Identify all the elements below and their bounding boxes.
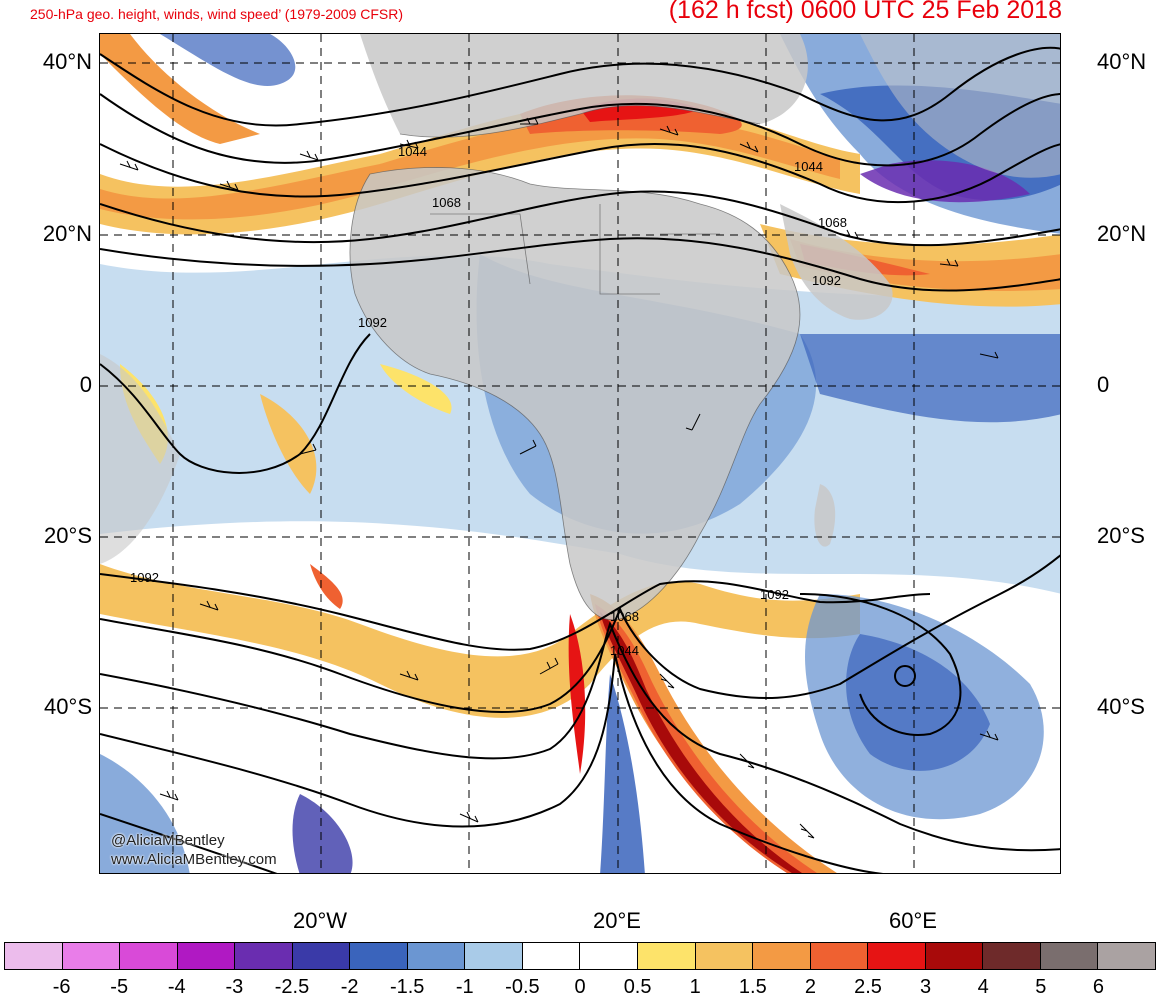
lon-label-60e: 60°E bbox=[889, 908, 937, 933]
valid-time: (162 h fcst) 0600 UTC 25 Feb 2018 bbox=[668, 0, 1062, 24]
colorbar-swatch bbox=[292, 943, 351, 969]
colorbar-tick-label: 1 bbox=[689, 976, 701, 998]
colorbar-tick-label: -5 bbox=[110, 976, 129, 998]
colorbar-swatch bbox=[120, 943, 178, 969]
contour-label: 1068 bbox=[432, 195, 461, 210]
colorbar-tick-label: -2.5 bbox=[274, 976, 310, 998]
colorbar-tick-label: 0 bbox=[574, 976, 586, 998]
colorbar-tick-label: 6 bbox=[1092, 976, 1104, 998]
colorbar-tick-label: -3 bbox=[225, 976, 244, 998]
colorbar-swatch bbox=[350, 943, 408, 969]
contour-label: 1092 bbox=[358, 315, 387, 330]
colorbar-tick-label: 2.5 bbox=[854, 976, 882, 998]
lat-label-20n-right: 20°N bbox=[1097, 221, 1147, 246]
colorbar-swatch bbox=[407, 943, 466, 969]
colorbar-swatch bbox=[1040, 943, 1099, 969]
lat-label-40s-left: 40°S bbox=[44, 694, 92, 719]
contour-label: 1044 bbox=[794, 159, 823, 174]
colorbar-tick-label: -0.5 bbox=[505, 976, 540, 998]
map-panel: 1044 1068 1092 1092 1092 1068 1044 1044 … bbox=[99, 33, 1061, 874]
colorbar-swatch bbox=[235, 943, 293, 969]
colorbar-swatch bbox=[810, 943, 869, 969]
contour-labels: 1044 1068 1092 1092 1092 1068 1044 1044 … bbox=[130, 144, 847, 658]
colorbar-tick-label: -6 bbox=[52, 976, 71, 998]
colorbar-swatch bbox=[177, 943, 236, 969]
lat-label-40s-right: 40°S bbox=[1097, 694, 1145, 719]
lat-label-eq-right: 0 bbox=[1097, 372, 1110, 397]
colorbar-tick-label: 4 bbox=[977, 976, 989, 998]
contour-label: 1068 bbox=[610, 609, 639, 624]
credit-handle: @AliciaMBentley bbox=[111, 832, 225, 849]
colorbar-tick-label: 0.5 bbox=[623, 976, 652, 998]
contour-label: 1068 bbox=[818, 215, 847, 230]
contour-label: 1044 bbox=[610, 643, 639, 658]
colorbar-swatch bbox=[522, 943, 581, 969]
height-contours bbox=[100, 46, 1060, 873]
contour-label: 1092 bbox=[130, 570, 159, 585]
colorbar-tick-label: -1.5 bbox=[389, 976, 425, 998]
colorbar-swatch bbox=[638, 943, 696, 969]
lat-label-20s-right: 20°S bbox=[1097, 523, 1145, 548]
colorbar bbox=[4, 942, 1156, 970]
colorbar-swatch bbox=[695, 943, 754, 969]
contour-label: 1044 bbox=[398, 144, 427, 159]
colorbar-tick-label: 1.5 bbox=[738, 976, 767, 998]
colorbar-swatch bbox=[753, 943, 811, 969]
map-canvas: 1044 1068 1092 1092 1092 1068 1044 1044 … bbox=[100, 34, 1060, 873]
colorbar-tick-label: -4 bbox=[167, 976, 186, 998]
lat-label-40n-left: 40°N bbox=[42, 49, 92, 74]
lat-label-20s-left: 20°S bbox=[44, 523, 92, 548]
contour-label: 1092 bbox=[760, 587, 789, 602]
lat-label-40n-right: 40°N bbox=[1097, 49, 1147, 74]
lon-label-20w: 20°W bbox=[292, 908, 348, 933]
contour-label: 1092 bbox=[812, 273, 841, 288]
colorbar-swatch bbox=[1098, 943, 1155, 969]
colorbar-tick-label: -2 bbox=[340, 976, 359, 998]
lat-label-20n-left: 20°N bbox=[42, 221, 92, 246]
colorbar-tick-label: -1 bbox=[455, 976, 474, 998]
border-lines bbox=[349, 105, 801, 621]
colorbar-tick-label: 5 bbox=[1035, 976, 1047, 998]
colorbar-tick-label: 3 bbox=[920, 976, 932, 998]
land-layer bbox=[100, 34, 1060, 620]
lat-label-eq-left: 0 bbox=[79, 372, 92, 397]
credit-website: www.AliciaMBentley.com bbox=[111, 851, 277, 868]
colorbar-swatch bbox=[5, 943, 63, 969]
wind-barbs bbox=[119, 117, 999, 839]
colorbar-swatch bbox=[983, 943, 1041, 969]
lon-label-20e: 20°E bbox=[593, 908, 641, 933]
colorbar-swatch bbox=[62, 943, 121, 969]
colorbar-swatch bbox=[465, 943, 523, 969]
colorbar-tick-label: 2 bbox=[804, 976, 816, 998]
colorbar-swatch bbox=[925, 943, 984, 969]
colorbar-swatch bbox=[868, 943, 926, 969]
chart-subtitle: 250-hPa geo. height, winds, wind speed’ … bbox=[30, 6, 404, 22]
colorbar-swatch bbox=[580, 943, 639, 969]
